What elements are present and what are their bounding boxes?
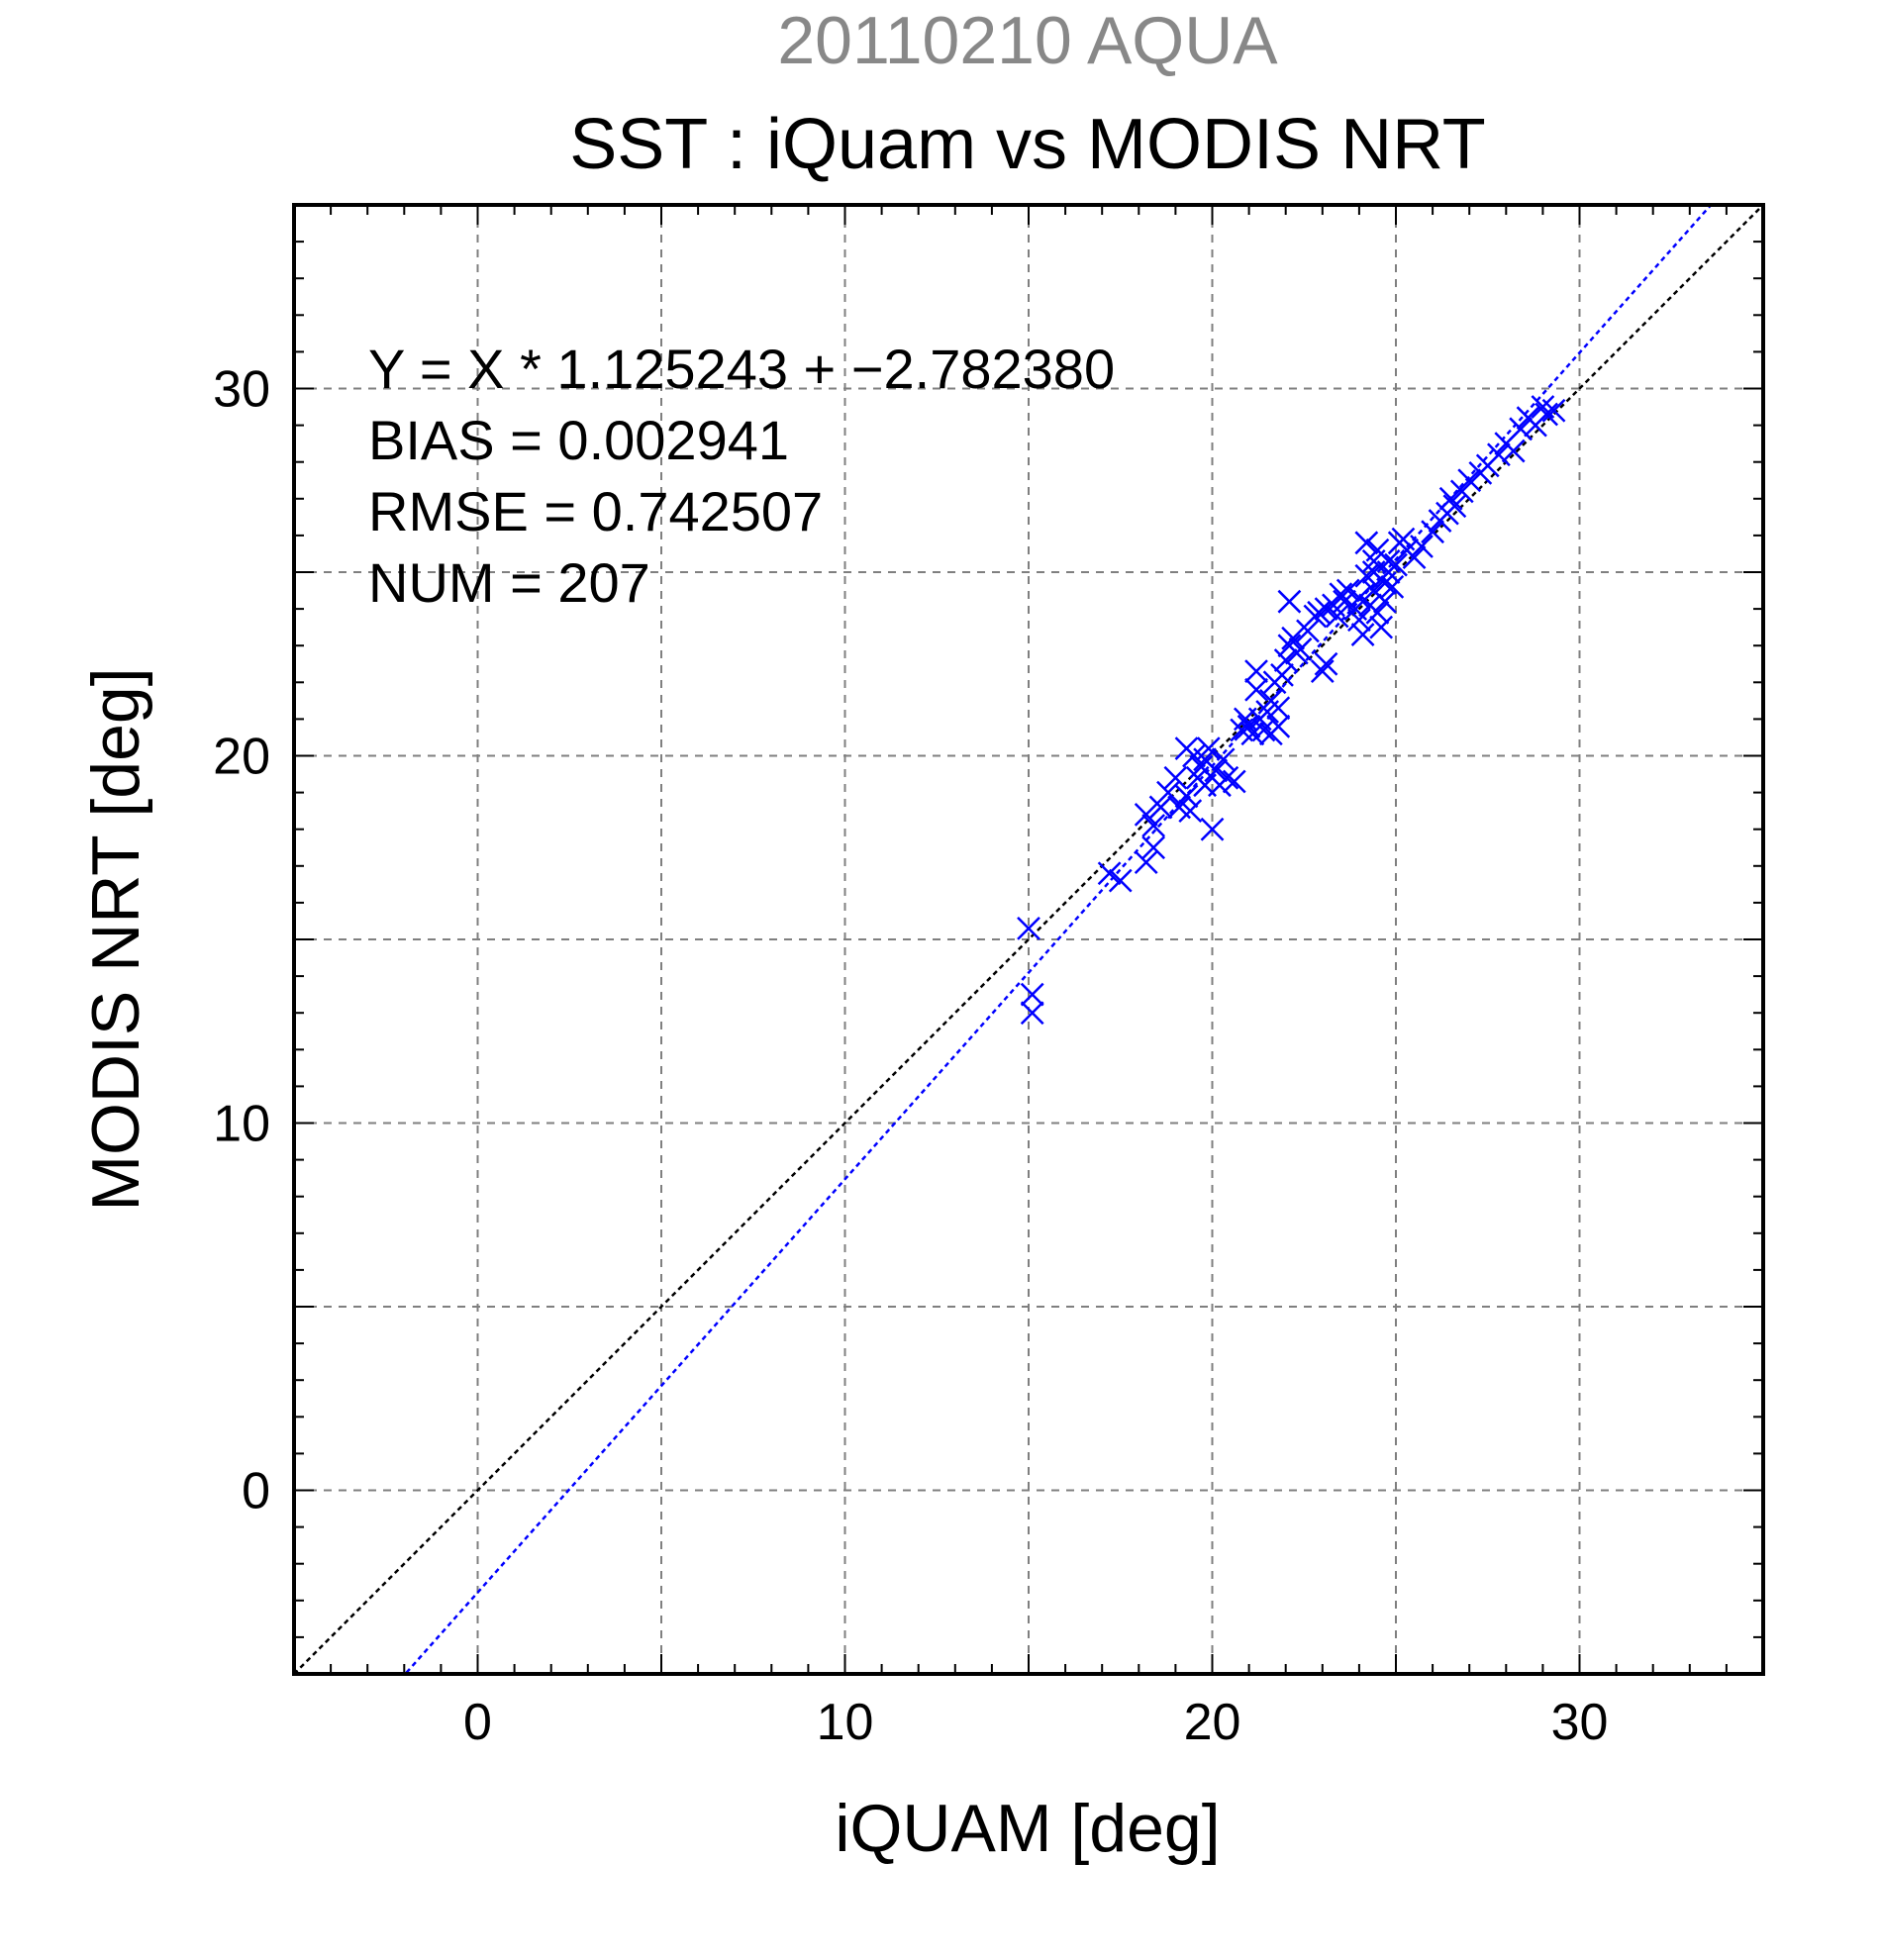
data-point [1200, 817, 1225, 841]
data-point [1222, 769, 1246, 794]
tick-labels: 0 10 20 30 0 10 20 30 [213, 361, 1608, 1752]
data-point [1020, 1001, 1044, 1026]
data-point [1410, 535, 1434, 558]
data-point [1204, 758, 1229, 783]
data-point [1347, 608, 1371, 633]
data-point [1251, 718, 1276, 742]
x-tick-label: 20 [1184, 1694, 1241, 1751]
data-point [1509, 417, 1534, 441]
fit-line [403, 205, 1713, 1674]
x-tick-label: 0 [463, 1694, 492, 1751]
x-axis-label: iQUAM [deg] [835, 1791, 1220, 1866]
data-point [1281, 626, 1306, 650]
data-points [1017, 395, 1566, 1026]
data-point [1372, 589, 1397, 614]
data-point [1354, 563, 1379, 588]
y-axis-label: MODIS NRT [deg] [78, 667, 153, 1211]
plot-frame [292, 203, 1765, 1676]
data-point [1097, 861, 1122, 886]
data-point [1380, 574, 1405, 599]
chart-subtitle: SST : iQuam vs MODIS NRT [569, 105, 1486, 184]
data-point [1244, 659, 1268, 684]
chart-title: 20110210 AQUA [777, 3, 1278, 78]
data-point [1365, 600, 1390, 625]
data-point [1215, 765, 1239, 790]
data-point [1376, 548, 1401, 573]
data-point [1457, 468, 1482, 493]
identity-line [294, 205, 1763, 1674]
data-point [1296, 619, 1320, 643]
data-point [1017, 916, 1040, 940]
fit-equation: Y = X * 1.125243 + −2.782380 [368, 338, 1115, 400]
stats-box: Y = X * 1.125243 + −2.782380 BIAS = 0.00… [368, 338, 1115, 614]
y-tick-label: 20 [213, 729, 270, 786]
data-point [1501, 439, 1526, 463]
data-point [1141, 814, 1166, 837]
y-tick-label: 0 [242, 1463, 270, 1520]
data-point [1163, 765, 1188, 790]
data-point [1134, 850, 1158, 874]
grid [294, 205, 1763, 1674]
data-point [1196, 736, 1221, 760]
data-point [1148, 795, 1173, 820]
data-point [1541, 398, 1566, 423]
data-point [1211, 747, 1236, 772]
x-tick-label: 30 [1551, 1694, 1609, 1751]
data-point [1350, 623, 1375, 646]
data-point [1237, 714, 1261, 738]
data-point [1486, 442, 1511, 467]
data-point [1108, 868, 1133, 893]
data-point [1266, 696, 1291, 721]
num-value: NUM = 207 [368, 551, 650, 614]
data-point [1307, 600, 1331, 625]
data-point [1421, 520, 1444, 544]
data-point [1189, 754, 1214, 779]
data-point [1325, 604, 1349, 629]
data-point [1369, 615, 1394, 639]
data-point [1310, 659, 1335, 684]
data-point [1141, 835, 1166, 860]
reference-lines [294, 205, 1763, 1674]
bias-value: BIAS = 0.002941 [368, 409, 789, 471]
data-point [1156, 780, 1180, 805]
data-point [1384, 552, 1408, 577]
data-point [1449, 479, 1474, 504]
y-tick-label: 10 [213, 1096, 270, 1153]
data-point [1438, 486, 1463, 511]
data-point [1270, 662, 1294, 687]
data-point [1273, 648, 1298, 672]
data-point [1178, 799, 1203, 824]
data-point [1266, 714, 1291, 738]
data-point [1314, 651, 1338, 676]
data-point [1020, 982, 1044, 1007]
rmse-value: RMSE = 0.742507 [368, 480, 823, 542]
data-point [1347, 586, 1371, 610]
data-point [1534, 402, 1558, 427]
data-point [1174, 784, 1199, 809]
data-point [1277, 589, 1302, 614]
data-point [1442, 494, 1467, 519]
y-tick-label: 30 [213, 361, 270, 419]
data-point [1244, 677, 1268, 702]
x-tick-label: 10 [817, 1694, 874, 1751]
data-point [1134, 802, 1158, 827]
data-point [1354, 531, 1379, 555]
data-point [1288, 637, 1313, 661]
data-point [1402, 545, 1427, 570]
data-point [1336, 578, 1360, 603]
